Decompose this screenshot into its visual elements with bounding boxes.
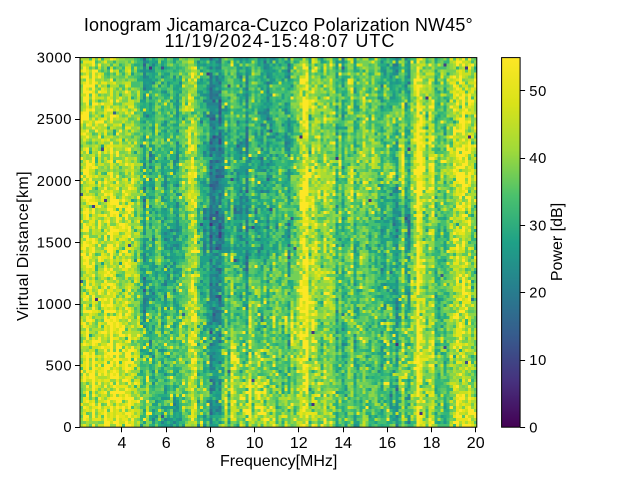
svg-text:0: 0 bbox=[529, 420, 538, 436]
svg-text:Frequency[MHz]: Frequency[MHz] bbox=[220, 453, 337, 470]
svg-text:14: 14 bbox=[334, 435, 352, 452]
svg-text:50: 50 bbox=[529, 84, 547, 100]
svg-text:30: 30 bbox=[529, 218, 547, 234]
svg-text:3000: 3000 bbox=[37, 51, 72, 67]
svg-text:500: 500 bbox=[46, 359, 73, 375]
svg-text:16: 16 bbox=[378, 435, 396, 452]
svg-text:1000: 1000 bbox=[37, 297, 72, 313]
svg-text:6: 6 bbox=[162, 435, 171, 452]
svg-text:20: 20 bbox=[467, 435, 485, 452]
svg-text:12: 12 bbox=[290, 435, 308, 452]
svg-text:8: 8 bbox=[206, 435, 215, 452]
svg-text:10: 10 bbox=[529, 353, 547, 369]
svg-text:40: 40 bbox=[529, 151, 547, 167]
svg-text:18: 18 bbox=[423, 435, 441, 452]
svg-text:10: 10 bbox=[246, 435, 264, 452]
svg-text:0: 0 bbox=[63, 420, 72, 436]
svg-text:Power [dB]: Power [dB] bbox=[549, 203, 566, 281]
svg-text:1500: 1500 bbox=[37, 235, 72, 251]
svg-text:Virtual Distance[km]: Virtual Distance[km] bbox=[15, 171, 32, 321]
svg-text:Ionogram Jicamarca-Cuzco Polar: Ionogram Jicamarca-Cuzco Polarization NW… bbox=[84, 15, 473, 35]
svg-text:2000: 2000 bbox=[37, 174, 72, 190]
svg-text:4: 4 bbox=[118, 435, 127, 452]
svg-text:20: 20 bbox=[529, 286, 547, 302]
svg-text:11/19/2024-15:48:07 UTC: 11/19/2024-15:48:07 UTC bbox=[165, 31, 396, 51]
svg-text:2500: 2500 bbox=[37, 112, 72, 128]
